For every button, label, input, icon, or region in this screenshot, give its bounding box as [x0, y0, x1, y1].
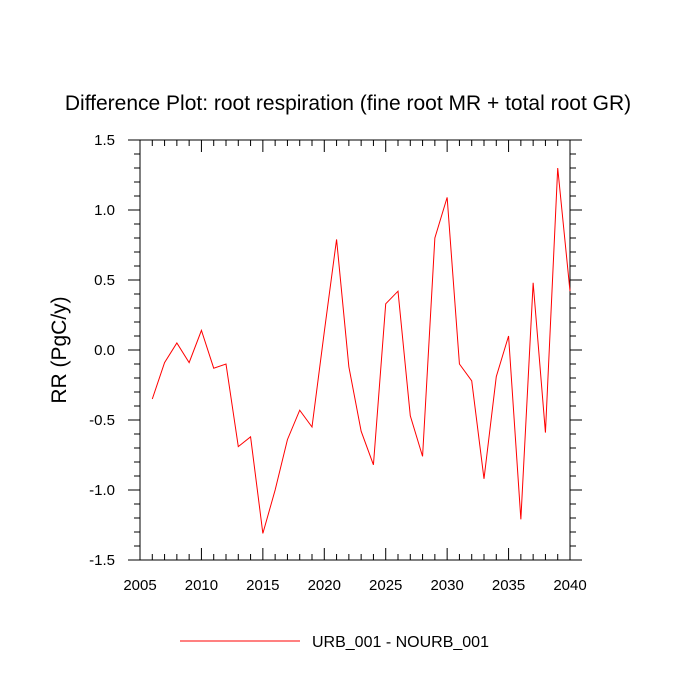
plot-frame [139, 139, 571, 561]
x-tick-label: 2010 [185, 577, 218, 594]
axis-ticks [128, 139, 582, 561]
y-tick-label: 0.0 [94, 342, 115, 359]
x-tick-label: 2025 [369, 577, 402, 594]
x-tick-label: 2005 [123, 577, 156, 594]
y-tick-label: -1.5 [89, 552, 115, 569]
x-tick-label: 2030 [430, 577, 463, 594]
x-tick-label: 2035 [492, 577, 525, 594]
y-tick-label: 0.5 [94, 272, 115, 289]
x-tick-label: 2015 [246, 577, 279, 594]
series-layer [151, 167, 571, 534]
series-line [151, 167, 571, 534]
y-tick-label: 1.0 [94, 202, 115, 219]
x-tick-label: 2040 [553, 577, 586, 594]
y-tick-label: 1.5 [94, 132, 115, 149]
y-axis-label: RR (PgC/y) [48, 296, 71, 403]
y-tick-label: -1.0 [89, 482, 115, 499]
legend: URB_001 - NOURB_001 [180, 634, 489, 651]
chart-title: Difference Plot: root respiration (fine … [65, 92, 631, 115]
x-tick-label: 2020 [308, 577, 341, 594]
tick-labels: 2005 2010 2015 2020 2025 2030 2035 2040 -1.5 -1.0… [89, 132, 587, 594]
y-tick-label: -0.5 [89, 412, 115, 429]
legend-label: URB_001 - NOURB_001 [312, 634, 489, 651]
